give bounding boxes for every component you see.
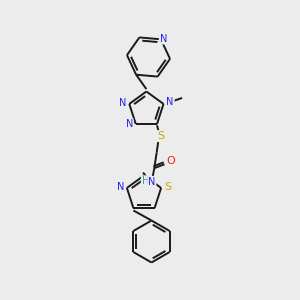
Text: N: N <box>119 98 126 108</box>
Text: S: S <box>164 182 171 192</box>
Text: N: N <box>167 98 174 107</box>
Text: O: O <box>166 156 175 166</box>
Text: N: N <box>148 177 156 187</box>
Text: N: N <box>160 34 167 44</box>
Text: N: N <box>125 119 133 129</box>
Text: H: H <box>142 176 149 186</box>
Text: N: N <box>117 182 124 192</box>
Text: S: S <box>157 131 164 141</box>
